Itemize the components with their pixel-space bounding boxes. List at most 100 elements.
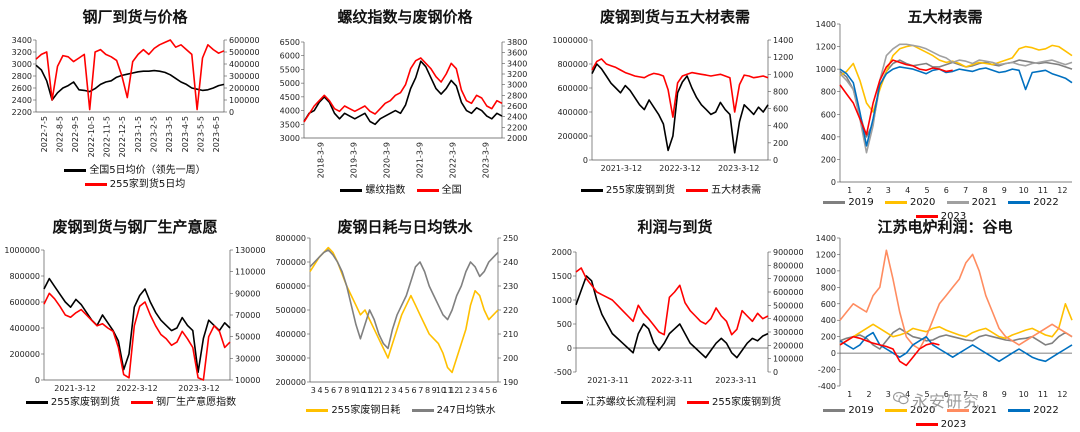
legend-item-2019: 2019 [823, 196, 874, 210]
y2-tick-label: 200 [773, 139, 788, 148]
y-tick-label: 0 [567, 344, 572, 353]
y-tick-label: 700000 [275, 258, 306, 267]
y2-tick-label: 2600 [507, 102, 527, 111]
x-tick-label: 3 [391, 386, 396, 395]
y-tick-label: 2600 [12, 84, 32, 93]
x-tick-label: 12 [1057, 390, 1067, 399]
y-tick-label: 5000 [280, 79, 300, 88]
x-tick-label: 7 [418, 386, 423, 395]
y-tick-label: 200 [821, 333, 836, 342]
x-tick-label: 4 [905, 186, 910, 195]
x-tick-label: 12 [1057, 186, 1067, 195]
y-tick-label: 2000 [552, 248, 572, 257]
series-line-1 [303, 60, 503, 126]
legend-item-hot-metal: 247日均铁水 [411, 404, 496, 418]
y-tick-label: 600 [821, 300, 836, 309]
y-tick-label: 6000 [280, 52, 300, 61]
chart-scrap-arrivals-production: 0 200000 400000 600000 800000 1000000 10000 300… [4, 246, 265, 393]
x-tick-label: 2022-3-9 [449, 142, 458, 178]
chart-title: 江苏电炉利润：谷电 [877, 218, 1013, 236]
x-tick-label: 2022-11-5 [103, 116, 112, 157]
x-tick-label: 2022-12-5 [118, 116, 127, 157]
x-tick-label: 8 [425, 386, 430, 395]
legend: 螺纹指数 全国 [270, 184, 540, 198]
y2-tick-label: 800000 [773, 261, 804, 270]
y-tick-label: 2400 [12, 96, 32, 105]
y2-tick-label: 210 [503, 330, 518, 339]
series-line-2 [43, 292, 231, 381]
x-tick-label: 2022-3-12 [659, 164, 700, 173]
y2-tick-label: 0 [773, 156, 778, 165]
x-tick-label: 4 [905, 390, 910, 399]
x-tick-label: 2021-3-9 [416, 142, 425, 178]
wechat-icon [893, 391, 909, 405]
y-tick-label: 1200 [816, 43, 836, 52]
x-tick-label: 2023-3-5 [165, 116, 174, 152]
panel-scrap-consumption-hot-metal: 废钢日耗与日均铁水 200000 300000 400000 500000 600000… [270, 210, 540, 420]
legend-item-national: 全国 [416, 184, 462, 198]
y-tick-label: 1200 [816, 250, 836, 259]
x-tick-label: 2023-3-12 [178, 384, 219, 393]
y-tick-label: 0 [831, 349, 836, 358]
x-tick-label: 2022-3-11 [651, 376, 692, 385]
x-tick-label: 6 [944, 186, 949, 195]
legend: 255家废钢到货 五大材表需 [540, 184, 810, 198]
x-tick-label: 2023-5-5 [197, 116, 206, 152]
y-tick-label: -200 [818, 366, 836, 375]
series-line-4 [839, 331, 1073, 363]
panel-five-materials-demand: 五大材表需 0 200 400 600 800 1000 1200 1400 1 2 3 4 5 6 7 8 9… [810, 0, 1080, 222]
y-tick-label: 200000 [9, 350, 40, 359]
x-tick-label: 9 [432, 386, 437, 395]
y-tick-label: 600 [821, 110, 836, 119]
series-line-1 [309, 246, 499, 374]
y-tick-label: 1400 [816, 20, 836, 29]
chart-steel-arrivals-price: 2200 2400 2600 2800 3000 3200 3400 0 100000 20000… [12, 36, 260, 157]
x-tick-label: 11 [362, 386, 372, 395]
y2-tick-label: 2200 [507, 123, 527, 132]
x-tick-label: 6 [944, 390, 949, 399]
y-tick-label: 5500 [280, 65, 300, 74]
y-tick-label: 3000 [12, 60, 32, 69]
legend-item-2023: 2023 [915, 210, 966, 224]
y2-tick-label: 400 [773, 122, 788, 131]
y-tick-label: 0 [831, 178, 836, 187]
legend: 全国5日均价（领先一周） 255家到货5日均 [0, 164, 270, 192]
legend-item-scrap-daily-consumption: 255家废钢日耗 [306, 404, 400, 418]
y2-tick-label: 800 [773, 87, 788, 96]
x-tick-label: 9 [1002, 390, 1007, 399]
x-tick-label: 8 [344, 386, 349, 395]
chart-title: 钢厂到货与价格 [82, 8, 188, 26]
y-tick-label: 200 [821, 155, 836, 164]
legend-item-five-materials-demand: 五大材表需 [686, 184, 761, 198]
x-tick-label: 4 [398, 386, 403, 395]
chart-scrap-arrivals-demand: 0 200000 400000 600000 800000 1000000 0 200 400 6… [552, 36, 793, 173]
x-tick-label: 7 [963, 186, 968, 195]
y2-tick-label: 3400 [507, 59, 527, 68]
y-tick-label: 6500 [280, 38, 300, 47]
x-tick-label: 5 [405, 386, 410, 395]
y2-tick-label: 10000 [235, 376, 260, 385]
y-tick-label: 3400 [12, 36, 32, 45]
chart-scrap-consumption-hot-metal: 200000 300000 400000 500000 600000 700000 8000… [275, 234, 518, 395]
x-tick-label: 2021-3-11 [587, 376, 628, 385]
x-tick-label: 2019-3-9 [350, 142, 359, 178]
y2-tick-label: 400000 [773, 315, 804, 324]
series-line-1 [591, 63, 769, 154]
legend-item-long-process-profit: 江苏螺纹长流程利润 [560, 396, 676, 410]
y-tick-label: 3500 [280, 120, 300, 129]
x-tick-label: 11 [1038, 390, 1048, 399]
x-tick-label: 10 [1019, 390, 1029, 399]
legend-item-2020: 2020 [884, 196, 935, 210]
y-tick-label: 800 [821, 283, 836, 292]
y2-tick-label: 30000 [235, 354, 260, 363]
legend-item-2021: 2021 [946, 404, 997, 418]
chart-title: 废钢到货与五大材表需 [599, 8, 750, 26]
chart-title: 废钢日耗与日均铁水 [337, 218, 473, 236]
series-line-2 [303, 57, 503, 123]
series-line-1 [839, 327, 1073, 350]
panel-rebar-scrap-price: 螺纹指数与废钢价格 3000 3500 4000 4500 5000 5500 6000 65… [270, 0, 540, 210]
legend: 255家废钢日耗 247日均铁水 [270, 404, 540, 418]
y2-tick-label: 1000 [773, 70, 793, 79]
x-tick-label: 2023-3-12 [718, 164, 759, 173]
legend-item-2022: 2022 [1008, 196, 1059, 210]
